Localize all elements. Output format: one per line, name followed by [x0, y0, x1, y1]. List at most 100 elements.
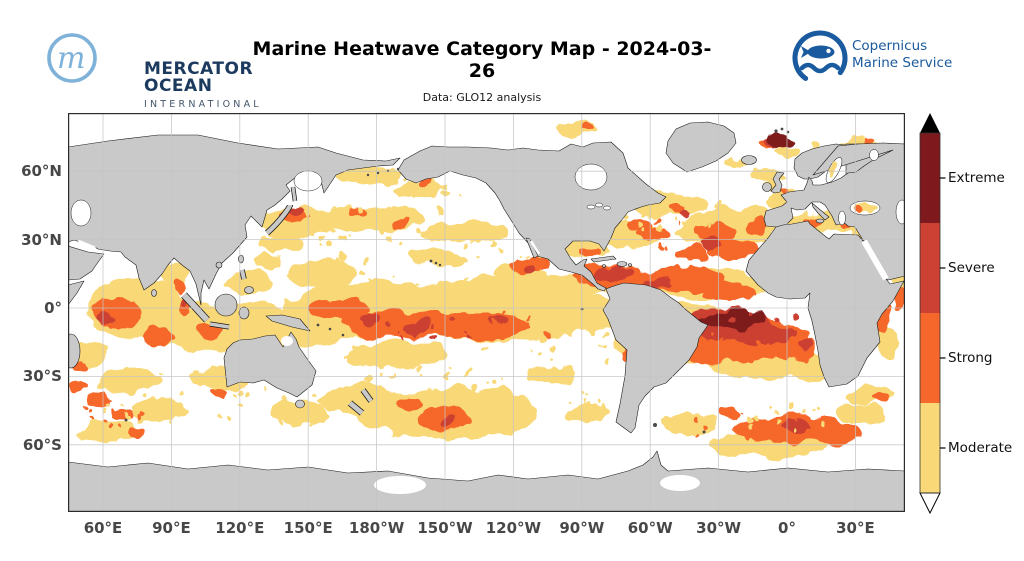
graticule: [68, 113, 905, 512]
lake-superior: [586, 204, 596, 210]
inland-seas: [70, 149, 905, 494]
mercator-monogram-icon: m: [47, 33, 97, 83]
x-tick-label: 30°E: [836, 519, 875, 537]
landmass-puerto-rico: [628, 263, 632, 267]
land-layer: [68, 121, 905, 512]
landmass-madagascar: [68, 333, 81, 369]
title-block: Marine Heatwave Category Map - 2024-03-2…: [252, 38, 712, 104]
map-frame: [68, 113, 905, 512]
legend-label-strong: Strong: [948, 350, 993, 366]
landmass-nz-south-fill: [348, 401, 364, 415]
x-tick-label: 150°W: [417, 519, 473, 537]
x-tick-label: 120°W: [485, 519, 542, 537]
landmass-luzon-fill: [240, 269, 246, 280]
sea-ross-shelf: [374, 476, 426, 494]
x-tick-label: 90°E: [152, 519, 191, 537]
page-title: Marine Heatwave Category Map - 2024-03-2…: [252, 38, 712, 82]
landmass-tasmania: [295, 399, 305, 409]
landmass-iceland: [741, 155, 757, 165]
sea-hudson-bay: [574, 163, 608, 191]
small-islands: [124, 127, 790, 434]
x-tick-label: 30°W: [696, 519, 742, 537]
copernicus-logo-text: Copernicus Marine Service: [852, 38, 952, 72]
landmass-italy: [811, 202, 830, 221]
landmass-mindanao: [244, 286, 254, 294]
mercator-logo-line3: INTERNATIONAL: [144, 98, 262, 110]
figure-header: m MERCATOR OCEAN INTERNATIONAL Marine He…: [0, 0, 1024, 109]
x-tick-label: 150°E: [283, 519, 333, 537]
colorbar-segment-strong: [920, 313, 940, 403]
copernicus-logo-line2: Marine Service: [852, 54, 953, 71]
colorbar-ticks: [940, 177, 946, 449]
lake-ontario: [603, 205, 611, 211]
x-tick-label: 60°E: [83, 519, 123, 537]
sea-weddell-shelf: [660, 475, 700, 491]
landmass-south-america: [602, 282, 709, 434]
landmass-arabia: [68, 245, 105, 281]
copernicus-logo-line1: Copernicus: [852, 38, 928, 54]
landmass-horn-africa: [68, 280, 85, 306]
copernicus-fish-icon: [792, 30, 848, 86]
sea-caspian-right: [895, 199, 905, 225]
world-map: [68, 113, 905, 512]
colorbar-arrow-down: [919, 492, 941, 515]
map-canvas: [68, 113, 905, 512]
sea-red: [861, 239, 889, 281]
x-tick-label: 120°E: [215, 519, 265, 537]
landmass-borneo: [214, 293, 238, 317]
category-colorbar: [919, 113, 946, 515]
landmass-japan-fill: [265, 204, 293, 235]
heatwave-data-layer: [68, 120, 905, 457]
x-tick-label: 0°: [778, 519, 796, 537]
landmass-sri-lanka: [151, 289, 157, 297]
legend-label-moderate: Moderate: [948, 440, 1013, 456]
landmass-new-guinea: [265, 314, 311, 332]
y-tick-label: 30°N: [21, 230, 62, 249]
colorbar-segment-moderate: [920, 403, 940, 493]
colorbar-segment-extreme: [920, 133, 940, 223]
landmass-jamaica: [602, 264, 606, 268]
sea-white: [869, 149, 879, 161]
x-tick-label: 90°W: [559, 519, 605, 537]
landmass-ireland: [762, 182, 772, 192]
y-tick-label: 0°: [44, 299, 62, 317]
landmass-sicily: [815, 218, 825, 224]
y-tick-label: 60°S: [22, 435, 62, 454]
landmass-sumatra-fill: [181, 292, 210, 323]
page-subtitle: Data: GLO12 analysis: [422, 91, 542, 104]
sea-gulf-california: [529, 240, 541, 255]
landmass-eurasia: [68, 134, 401, 306]
legend-label-extreme: Extreme: [948, 170, 1005, 186]
landmass-hainan: [215, 261, 223, 269]
lake-huron: [595, 202, 603, 208]
landmass-baja: [525, 237, 539, 259]
colorbar-outline: [919, 132, 941, 494]
x-tick-label: 60°W: [627, 519, 673, 537]
heatwave-enclosed-seas-layer: [830, 162, 876, 212]
landmass-britain: [770, 171, 785, 194]
copernicus-marine-logo: Copernicus Marine Service: [790, 22, 1010, 94]
y-tick-label: 60°N: [21, 162, 62, 181]
mercator-ocean-logo: m MERCATOR OCEAN INTERNATIONAL: [44, 30, 274, 109]
landmass-sulawesi: [238, 306, 250, 320]
colorbar-segment-severe: [920, 223, 940, 313]
legend-label-severe: Severe: [948, 260, 995, 276]
sea-aegean: [838, 210, 846, 226]
mercator-logo-line1: MERCATOR: [144, 59, 254, 79]
colorbar-arrow-up: [920, 113, 940, 133]
mercator-logo-line2: OCEAN: [144, 76, 213, 97]
landmass-cuba: [590, 255, 617, 263]
landmass-java-fill: [209, 322, 230, 329]
landmass-taiwan: [238, 254, 244, 264]
landmass-antarctica: [68, 450, 905, 512]
colorbar-segments: [920, 133, 940, 493]
mercator-monogram-letter: m: [57, 41, 85, 76]
sea-caspian: [70, 199, 92, 227]
mercator-logo-text: MERCATOR OCEAN INTERNATIONAL: [144, 59, 262, 110]
landmass-australia: [223, 331, 317, 398]
landmass-nz-north-fill: [361, 388, 373, 403]
landmass-hispaniola: [616, 261, 628, 267]
x-tick-label: 180°W: [348, 519, 405, 537]
y-tick-label: 30°S: [22, 367, 62, 386]
landmass-sakhalin-fill: [291, 186, 297, 202]
